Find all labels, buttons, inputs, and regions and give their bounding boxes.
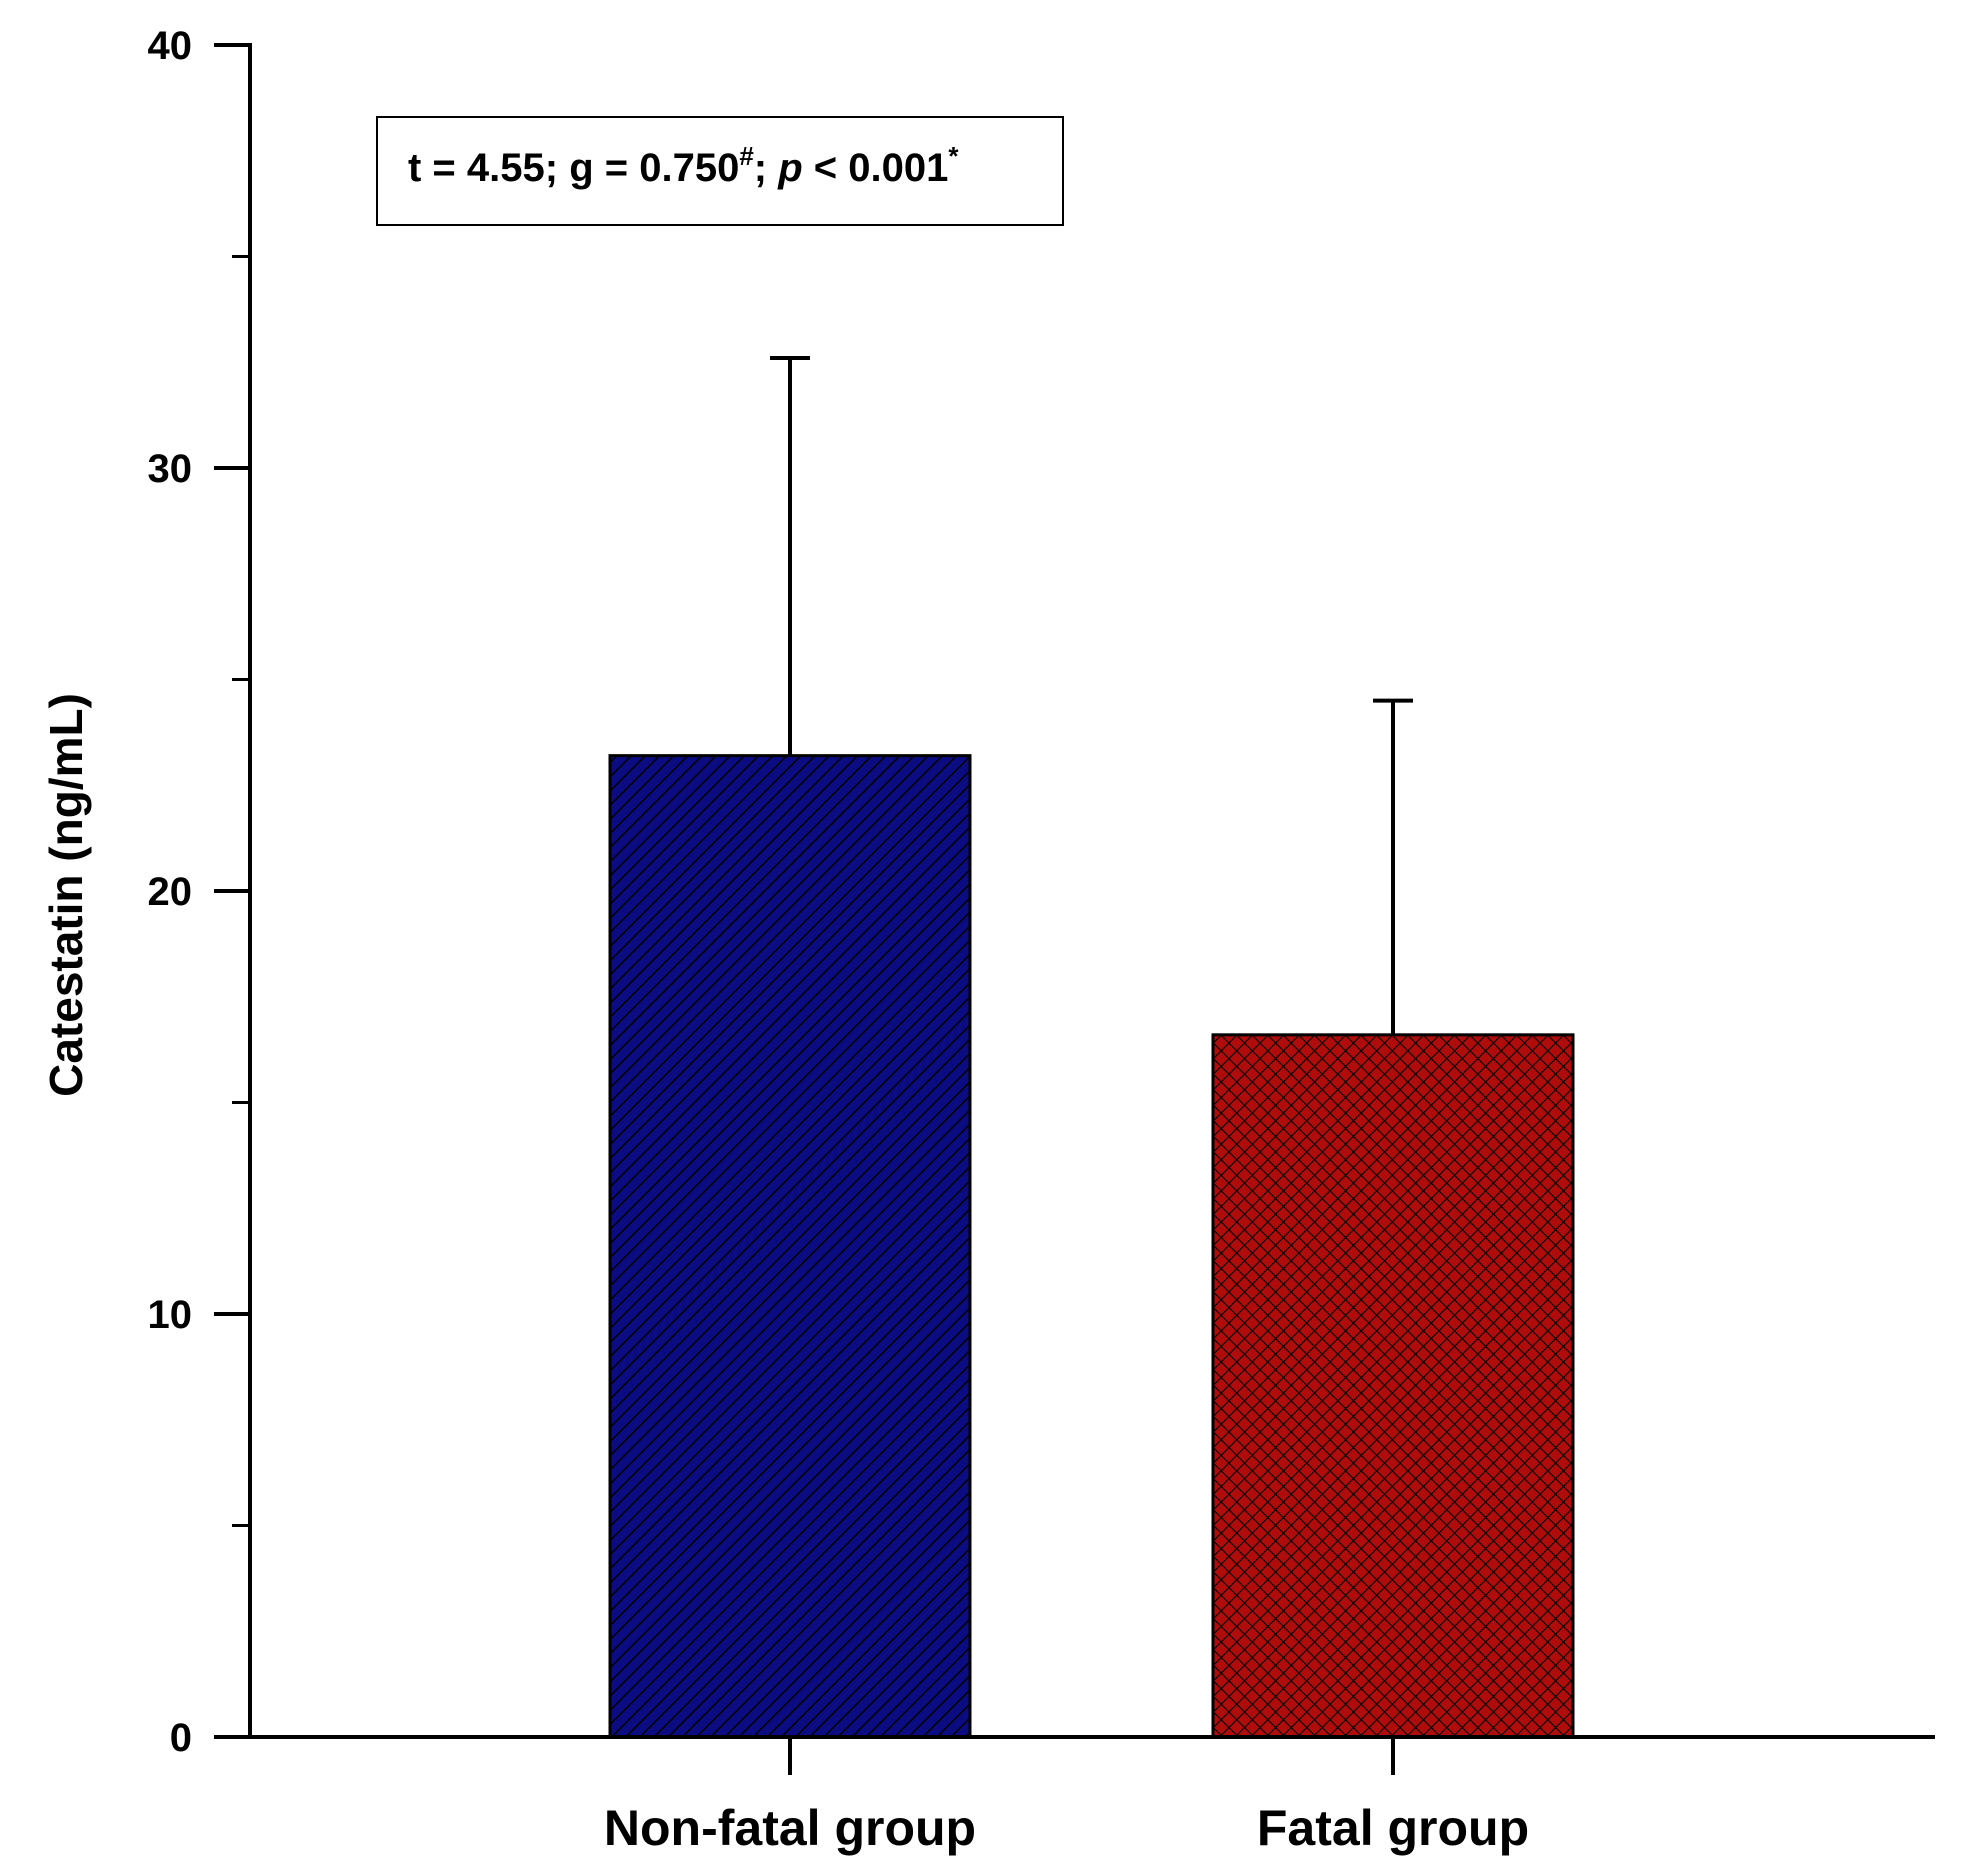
x-category-label: Non-fatal group xyxy=(604,1800,976,1856)
y-tick-label: 30 xyxy=(148,447,193,491)
annotation-p: p xyxy=(777,146,802,190)
annotation-text: t = 4.55; g = 0.750#; p < 0.001* xyxy=(408,141,959,190)
annotation-hash: # xyxy=(739,141,754,171)
annotation-semicolon: ; xyxy=(754,146,778,190)
annotation-star: * xyxy=(948,141,959,171)
annotation-box xyxy=(376,116,1064,226)
bar-2 xyxy=(1211,1033,1575,1739)
bar-1 xyxy=(608,754,972,1739)
annotation-t-part: t = 4.55; g = 0.750 xyxy=(408,146,739,190)
y-axis-title: Catestatin (ng/mL) xyxy=(40,693,92,1097)
y-tick-label: 20 xyxy=(148,870,193,914)
annotation-p-rest: < 0.001 xyxy=(803,146,949,190)
y-tick-label: 10 xyxy=(148,1293,193,1337)
x-category-label: Fatal group xyxy=(1257,1800,1529,1856)
y-tick-label: 0 xyxy=(170,1716,192,1760)
y-tick-label: 40 xyxy=(148,24,193,68)
